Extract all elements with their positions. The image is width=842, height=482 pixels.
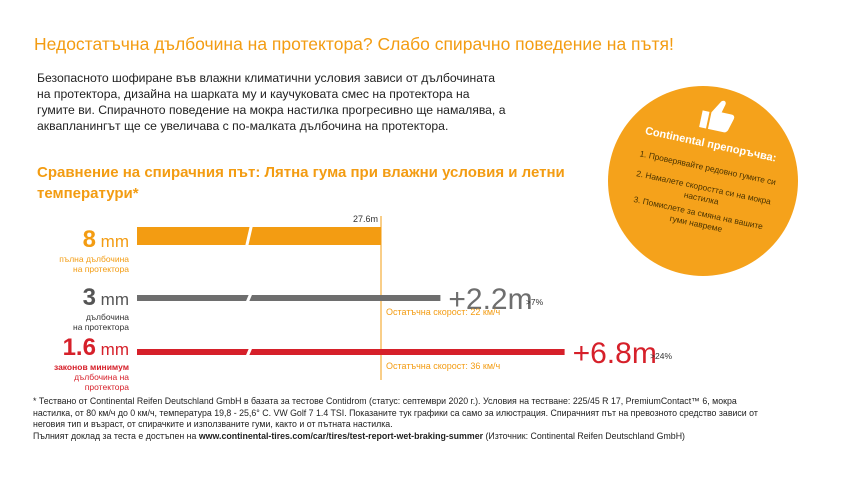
row-label-3: 3 mm дълбочина на протектора [20,286,129,333]
caption-line: дълбочина на [74,372,129,382]
intro-paragraph: Безопасното шофиране във влажни климатич… [37,71,506,133]
report-link[interactable]: www.continental-tires.com/car/tires/test… [198,430,484,441]
footnote-text: * Тествано от Continental Reifen Deutsch… [33,396,758,429]
percent-label: >7% [526,297,544,307]
caption-line: на протектора [73,322,129,332]
residual-speed-label: Остатъчна скорост: 22 км/ч [386,307,501,317]
delta-label: +6.8m [573,337,657,370]
chart-title: Сравнение на спирачния път: Лятна гума п… [37,164,565,202]
delta-label: +2.2m [448,283,532,316]
caption-line: дълбочина [85,312,129,322]
baseline-label: 27.6m [353,214,378,224]
tread-depth-number: 8 [82,226,96,253]
tread-depth-caption: дълбочина на протектора [20,312,129,332]
row-label-1-6: 1.6 mm законов минимум дълбочина на протект… [20,336,129,393]
thumbs-up-icon [699,100,735,133]
caption-line: пълна дълбочина [59,254,129,264]
bar-8 [137,227,381,245]
tread-depth-value: 1.6 mm [20,336,129,360]
footnote: * Тествано от Continental Reifen Deutsch… [33,396,773,442]
axis-break [244,222,254,250]
caption-line: законов минимум [53,362,129,372]
footnote-source: Пълният доклад за теста е достъпен на ww… [33,431,773,443]
caption-line: на протектора [73,264,129,274]
residual-speed-label: Остатъчна скорост: 36 км/ч [386,361,501,371]
row-label-8: 8 mm пълна дълбочина на протектора [20,228,129,275]
bar-1-6 [137,349,565,355]
tread-depth-value: 8 mm [20,228,129,252]
tread-depth-caption: пълна дълбочина на протектора [20,254,129,274]
tread-depth-number: 3 [82,284,96,311]
recommendation-badge: Continental препоръчва: 1. Проверявайте … [608,86,798,276]
tread-depth-unit: mm [95,340,129,359]
percent-label: >24% [650,351,672,361]
tread-depth-value: 3 mm [20,286,129,310]
tread-depth-unit: mm [95,232,129,251]
axis-break [244,344,254,360]
footnote-source-prefix: Пълният доклад за теста е достъпен на [33,430,199,441]
bar-3 [137,295,441,301]
footnote-source-suffix: (Източник: Continental Reifen Deutschlan… [483,430,685,441]
axis-break [244,290,254,306]
caption-line: протектора [84,382,129,392]
tread-depth-number: 1.6 [62,334,96,361]
tread-depth-unit: mm [95,290,129,309]
tread-depth-caption: законов минимум дълбочина на протектора [20,362,129,392]
headline: Недостатъчна дълбочина на протектора? Сл… [34,34,674,54]
